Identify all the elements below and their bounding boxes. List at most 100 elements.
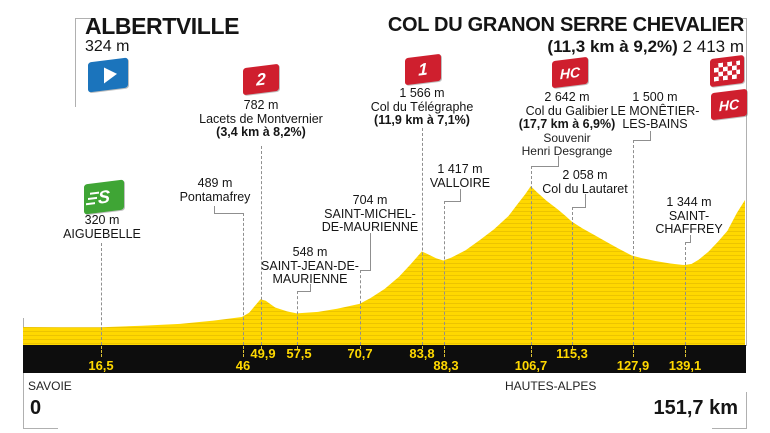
- frame-bracket-top-left: [75, 18, 92, 107]
- km-label-83-8: 83,8: [409, 346, 435, 361]
- category-1-badge: 1: [405, 53, 441, 86]
- km-label-70-7: 70,7: [347, 346, 373, 361]
- tick-line-lautaret: [572, 207, 573, 345]
- pointer-lautaret: [572, 194, 586, 208]
- tick-line-saint-michel: [360, 270, 361, 345]
- waypoint-label-saint-chaffrey: 1 344 m SAINT- CHAFFREY: [655, 195, 723, 237]
- altitude: 2 058 m: [562, 168, 608, 182]
- finish-checkered-icon: [710, 54, 744, 88]
- altitude: 2 642 m: [544, 90, 590, 104]
- finish-altitude: 2 413 m: [682, 37, 744, 56]
- category-hc-badge: HC: [552, 56, 588, 89]
- start-city: ALBERTVILLE: [85, 13, 240, 39]
- tick-line-saint-chaffrey: [685, 242, 686, 345]
- bar-tick: [633, 346, 634, 357]
- pointer-saint-chaffrey: [685, 235, 691, 243]
- altitude: 1 417 m: [437, 162, 483, 176]
- altitude: 1 500 m: [632, 90, 678, 104]
- bar-tick: [444, 346, 445, 357]
- souvenir-note: Henri Desgrange: [521, 144, 613, 158]
- km-label-16-5: 16,5: [88, 358, 114, 373]
- tick-line-pontamafrey: [243, 213, 244, 345]
- tick-line-valloire: [444, 201, 445, 345]
- pointer-monetier: [633, 131, 651, 141]
- bar-tick: [422, 346, 423, 349]
- km-label-139-1: 139,1: [668, 358, 702, 373]
- km-label-106-7: 106,7: [514, 358, 548, 373]
- bar-tick: [101, 346, 102, 357]
- bar-tick: [297, 346, 298, 349]
- elevation-profile: [23, 186, 745, 345]
- checkerboard: [713, 59, 741, 83]
- waypoint-label-valloire: 1 417 m VALLOIRE: [429, 162, 491, 190]
- place-name: Col du Télégraphe: [370, 99, 474, 114]
- tick-line-monetier: [633, 140, 634, 345]
- category-2-badge: 2: [243, 63, 279, 96]
- place-name: MAURIENNE: [272, 272, 348, 286]
- waypoint-label-telegraphe: 1 566 m Col du Télégraphe (11,9 km à 7,1…: [370, 86, 474, 128]
- pointer-saint-michel: [360, 233, 371, 271]
- bar-tick: [685, 346, 686, 357]
- place-name: VALLOIRE: [429, 175, 491, 190]
- km-start-label: 0: [30, 397, 42, 419]
- finish-name: COL DU GRANON SERRE CHEVALIER: [387, 14, 744, 36]
- waypoint-label-montvernier: 782 m Lacets de Montvernier (3,4 km à 8,…: [199, 98, 323, 140]
- place-name: LES-BAINS: [622, 117, 688, 131]
- altitude: 489 m: [197, 176, 233, 190]
- waypoint-label-galibier: 2 642 m Col du Galibier (17,7 km à 6,9%)…: [518, 90, 616, 159]
- altitude: 704 m: [352, 193, 388, 207]
- place-name: DE-MAURIENNE: [321, 220, 419, 234]
- bar-tick: [243, 346, 244, 357]
- region-hautes-alpes: HAUTES-ALPES: [505, 379, 597, 393]
- place-name: CHAFFREY: [655, 222, 723, 236]
- waypoint-label-monetier: 1 500 m LE MONÊTIER- LES-BAINS: [610, 90, 700, 132]
- altitude: 320 m: [84, 213, 120, 227]
- frame-bracket-bottom-right: [712, 392, 747, 429]
- km-label-57-5: 57,5: [286, 346, 312, 361]
- place-name: AIGUEBELLE: [63, 226, 141, 241]
- place-name: Col du Lautaret: [542, 181, 628, 196]
- place-name: LE MONÊTIER-: [610, 103, 700, 118]
- tick-line-aiguebelle: [101, 243, 102, 345]
- km-label-49-9: 49,9: [250, 346, 276, 361]
- km-label-88-3: 88,3: [433, 358, 459, 373]
- start-flag-icon: [88, 57, 128, 93]
- km-end-label: 151,7 km: [653, 397, 738, 419]
- frame-bracket-bottom-left: [23, 318, 58, 429]
- pointer-galibier: [531, 156, 559, 167]
- tick-line-montvernier: [261, 146, 262, 345]
- frame-bracket-top-right: [731, 18, 747, 346]
- profile-polygon: [23, 186, 745, 345]
- altitude: 1 566 m: [399, 86, 445, 100]
- bar-tick: [360, 346, 361, 349]
- waypoint-label-saint-michel: 704 m SAINT-MICHEL- DE-MAURIENNE: [321, 193, 419, 235]
- place-name: SAINT-MICHEL-: [324, 206, 416, 221]
- climb-gradient: (3,4 km à 8,2%): [216, 125, 306, 139]
- waypoint-label-pontamafrey: 489 m Pontamafrey: [180, 176, 251, 204]
- tick-line-saint-jean: [297, 291, 298, 345]
- bar-tick: [261, 346, 262, 349]
- place-name: SAINT-JEAN-DE-: [261, 258, 359, 273]
- waypoint-label-aiguebelle: 320 m AIGUEBELLE: [63, 213, 141, 241]
- climb-gradient: (17,7 km à 6,9%): [518, 117, 616, 131]
- place-name: Col du Galibier: [525, 103, 609, 118]
- place-name: SAINT-: [668, 208, 710, 223]
- finish-title-block: COL DU GRANON SERRE CHEVALIER (11,3 km à…: [388, 14, 744, 56]
- altitude: 782 m: [243, 98, 279, 112]
- pointer-valloire: [444, 189, 461, 202]
- place-name: Lacets de Montvernier: [199, 111, 323, 126]
- finish-hc-badge: HC: [711, 88, 747, 121]
- bar-tick: [572, 346, 573, 349]
- tick-line-telegraphe: [422, 128, 423, 345]
- finish-gradient: (11,3 km à 9,2%): [547, 37, 678, 56]
- start-title-block: ALBERTVILLE 324 m: [85, 14, 239, 56]
- tick-line-galibier: [531, 166, 532, 345]
- pointer-saint-jean: [297, 284, 311, 292]
- km-label-46: 46: [235, 358, 251, 373]
- finish-subtitle: (11,3 km à 9,2%) 2 413 m: [388, 37, 744, 56]
- bar-tick: [531, 346, 532, 357]
- altitude: 1 344 m: [666, 195, 712, 209]
- souvenir-note: Souvenir: [543, 130, 591, 145]
- waypoint-label-saint-jean: 548 m SAINT-JEAN-DE- MAURIENNE: [261, 245, 359, 287]
